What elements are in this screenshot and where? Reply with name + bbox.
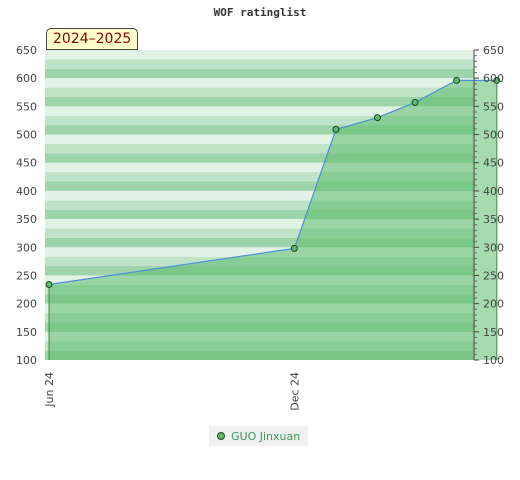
band xyxy=(45,190,474,201)
y-tick-label: 200 xyxy=(16,298,37,311)
data-point xyxy=(493,76,501,84)
band xyxy=(45,143,474,154)
data-point xyxy=(290,244,298,252)
y-tick-label: 500 xyxy=(16,129,37,142)
data-point xyxy=(332,125,340,133)
data-point xyxy=(453,76,461,84)
y-tick-label: 450 xyxy=(16,157,37,170)
x-tick-label: Dec 24 xyxy=(288,372,301,411)
y-tick-label: 350 xyxy=(16,213,37,226)
y-axis-left: 100 150 200 250 300 350 400 450 500 550 600 650 xyxy=(16,44,37,367)
y-tick-label: 100 xyxy=(483,354,504,367)
y-tick-label: 300 xyxy=(16,241,37,254)
band xyxy=(45,134,474,144)
band xyxy=(45,78,474,88)
band xyxy=(45,59,474,69)
band xyxy=(45,209,474,220)
season-badge-label: 2024–2025 xyxy=(53,31,132,47)
rating-area xyxy=(49,80,497,361)
y-tick-label: 500 xyxy=(483,129,504,142)
y-tick-label: 300 xyxy=(483,241,504,254)
season-badge: 2024–2025 xyxy=(46,28,139,50)
y-tick-label: 650 xyxy=(483,44,504,57)
y-tick-label: 450 xyxy=(483,157,504,170)
x-tick-label: Jun 24 xyxy=(43,372,56,408)
y-tick-label: 250 xyxy=(16,269,37,282)
data-points xyxy=(45,76,501,288)
band xyxy=(45,181,474,191)
data-point xyxy=(411,98,419,106)
band xyxy=(45,87,474,97)
data-point xyxy=(373,114,381,122)
y-tick-label: 250 xyxy=(483,269,504,282)
y-tick-label: 200 xyxy=(483,298,504,311)
band xyxy=(45,162,474,173)
y-tick-label: 600 xyxy=(16,72,37,85)
band xyxy=(45,115,474,126)
band xyxy=(45,125,474,135)
legend-label: GUO Jinxuan xyxy=(231,429,301,443)
band xyxy=(45,50,474,60)
band xyxy=(45,247,474,257)
legend[interactable]: GUO Jinxuan xyxy=(209,426,309,446)
y-axis-right: 100 150 200 250 300 350 400 450 500 550 600 650 xyxy=(473,44,504,367)
chart-title: WOF ratinglist xyxy=(214,6,307,19)
band xyxy=(45,153,474,163)
band xyxy=(45,172,474,182)
band xyxy=(45,96,474,107)
data-point xyxy=(45,280,53,288)
y-tick-label: 400 xyxy=(16,185,37,198)
band xyxy=(45,228,474,238)
band xyxy=(45,237,474,248)
band xyxy=(45,219,474,229)
y-tick-label: 550 xyxy=(483,100,504,113)
y-tick-label: 650 xyxy=(16,44,37,57)
band xyxy=(45,106,474,116)
y-tick-label: 400 xyxy=(483,185,504,198)
x-axis: Jun 24 Dec 24 xyxy=(43,372,301,411)
band xyxy=(45,200,474,210)
y-tick-label: 100 xyxy=(16,354,37,367)
y-tick-label: 600 xyxy=(483,72,504,85)
y-tick-label: 150 xyxy=(483,326,504,339)
legend-marker-icon xyxy=(217,432,225,440)
y-tick-label: 550 xyxy=(16,100,37,113)
y-tick-label: 150 xyxy=(16,326,37,339)
band xyxy=(45,68,474,79)
y-tick-label: 350 xyxy=(483,213,504,226)
